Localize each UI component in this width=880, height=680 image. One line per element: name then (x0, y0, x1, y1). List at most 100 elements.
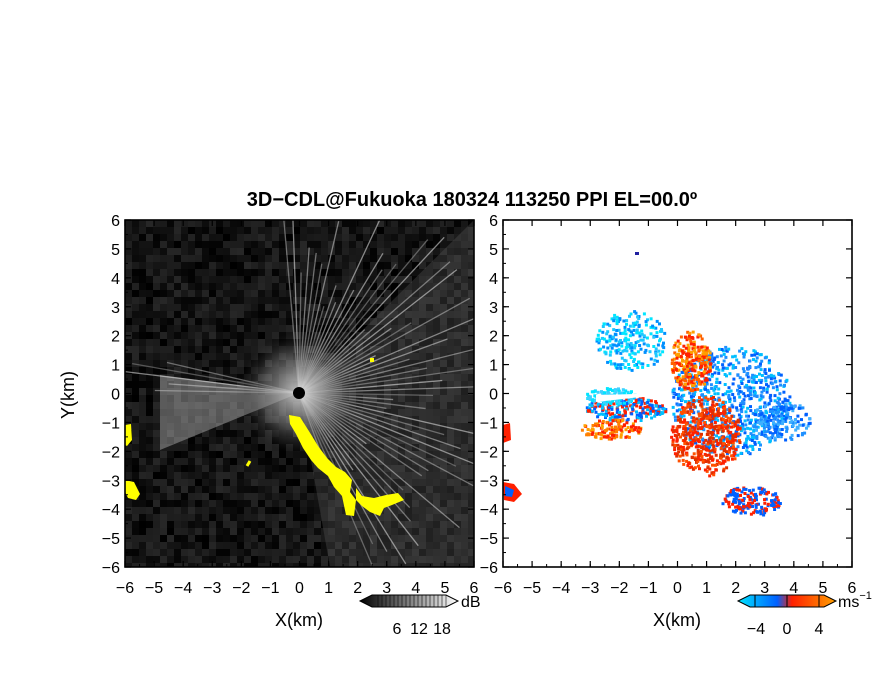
snr-noise-cell (314, 549, 321, 556)
velocity-pixel (743, 394, 747, 398)
snr-noise-cell (426, 479, 433, 486)
snr-noise-cell (146, 353, 153, 360)
snr-noise-cell (216, 234, 223, 241)
velocity-pixel (734, 366, 738, 369)
snr-noise-cell (237, 332, 244, 339)
snr-noise-cell (258, 304, 265, 311)
velocity-pixel (770, 503, 773, 507)
velocity-pixel (651, 409, 655, 413)
snr-noise-cell (265, 465, 272, 472)
snr-noise-cell (153, 493, 160, 500)
snr-noise-cell (223, 304, 230, 311)
snr-noise-cell (230, 325, 237, 332)
velocity-pixel (755, 434, 759, 438)
snr-noise-cell (342, 318, 349, 325)
velocity-pixel (684, 406, 688, 410)
velocity-pixel (729, 433, 733, 437)
velocity-pixel (694, 436, 698, 440)
velocity-pixel (719, 446, 723, 450)
snr-noise-cell (209, 227, 216, 234)
snr-noise-cell (454, 241, 461, 248)
velocity-pixel (752, 375, 756, 379)
snr-noise-cell (174, 269, 181, 276)
snr-noise-cell (426, 388, 433, 395)
velocity-pixel (681, 406, 685, 410)
snr-noise-cell (139, 486, 146, 493)
snr-noise-cell (279, 486, 286, 493)
velocity-pixel (600, 425, 604, 429)
snr-noise-cell (447, 241, 454, 248)
velocity-pixel (688, 412, 692, 416)
velocity-pixel (709, 457, 712, 461)
velocity-pixel (696, 445, 700, 449)
snr-noise-cell (286, 220, 293, 227)
snr-noise-cell (272, 318, 279, 325)
velocity-pixel (747, 451, 750, 454)
snr-noise-cell (146, 528, 153, 535)
snr-noise-cell (237, 514, 244, 521)
snr-noise-cell (349, 262, 356, 269)
velocity-pixel (625, 322, 628, 326)
velocity-pixel (694, 365, 698, 369)
velocity-pixel (644, 320, 648, 324)
velocity-pixel (681, 420, 685, 424)
snr-noise-cell (419, 507, 426, 514)
velocity-pixel (734, 420, 738, 424)
velocity-pixel (751, 444, 755, 448)
velocity-pixel (782, 390, 786, 394)
velocity-pixel (746, 504, 750, 508)
velocity-pixel (780, 417, 784, 421)
snr-noise-cell (307, 269, 314, 276)
velocity-pixel (670, 358, 674, 362)
velocity-pixel (711, 436, 715, 440)
velocity-pixel (703, 378, 707, 382)
velocity-pixel (623, 366, 627, 369)
snr-noise-cell (279, 290, 286, 297)
snr-noise-cell (307, 241, 314, 248)
velocity-pixel (708, 356, 712, 359)
velocity-pixel (589, 429, 593, 433)
y-tick-label: −1 (102, 415, 120, 432)
snr-noise-cell (461, 458, 468, 465)
snr-noise-cell (391, 514, 398, 521)
velocity-pixel (753, 440, 757, 444)
velocity-pixel (700, 345, 704, 349)
velocity-pixel (733, 354, 737, 358)
snr-noise-cell (412, 395, 419, 402)
velocity-pixel (606, 346, 610, 350)
velocity-pixel (633, 363, 637, 367)
snr-noise-cell (181, 535, 188, 542)
snr-noise-cell (174, 353, 181, 360)
velocity-pixel (630, 399, 633, 402)
snr-noise-cell (279, 283, 286, 290)
snr-noise-cell (258, 325, 265, 332)
snr-noise-cell (167, 479, 174, 486)
velocity-pixel (654, 347, 658, 351)
velocity-pixel (694, 430, 698, 434)
snr-noise-cell (237, 325, 244, 332)
velocity-pixel (765, 411, 769, 415)
velocity-pixel (714, 416, 718, 420)
snr-noise-cell (328, 479, 335, 486)
velocity-pixel (658, 353, 662, 357)
velocity-pixel (753, 435, 757, 439)
snr-noise-cell (230, 465, 237, 472)
snr-noise-cell (335, 339, 342, 346)
velocity-pixel (696, 387, 700, 391)
snr-noise-cell (454, 423, 461, 430)
velocity-pixel (630, 397, 634, 401)
snr-noise-cell (223, 290, 230, 297)
snr-noise-cell (300, 283, 307, 290)
velocity-pixel (684, 422, 688, 426)
snr-noise-cell (412, 472, 419, 479)
snr-noise-cell (412, 528, 419, 535)
velocity-pixel (621, 405, 624, 409)
snr-noise-cell (223, 472, 230, 479)
snr-noise-cell (370, 220, 377, 227)
snr-noise-cell (384, 227, 391, 234)
velocity-pixel (649, 412, 652, 416)
snr-noise-cell (461, 234, 468, 241)
snr-noise-cell (398, 493, 405, 500)
velocity-pixel (741, 427, 745, 431)
snr-noise-cell (202, 367, 209, 374)
